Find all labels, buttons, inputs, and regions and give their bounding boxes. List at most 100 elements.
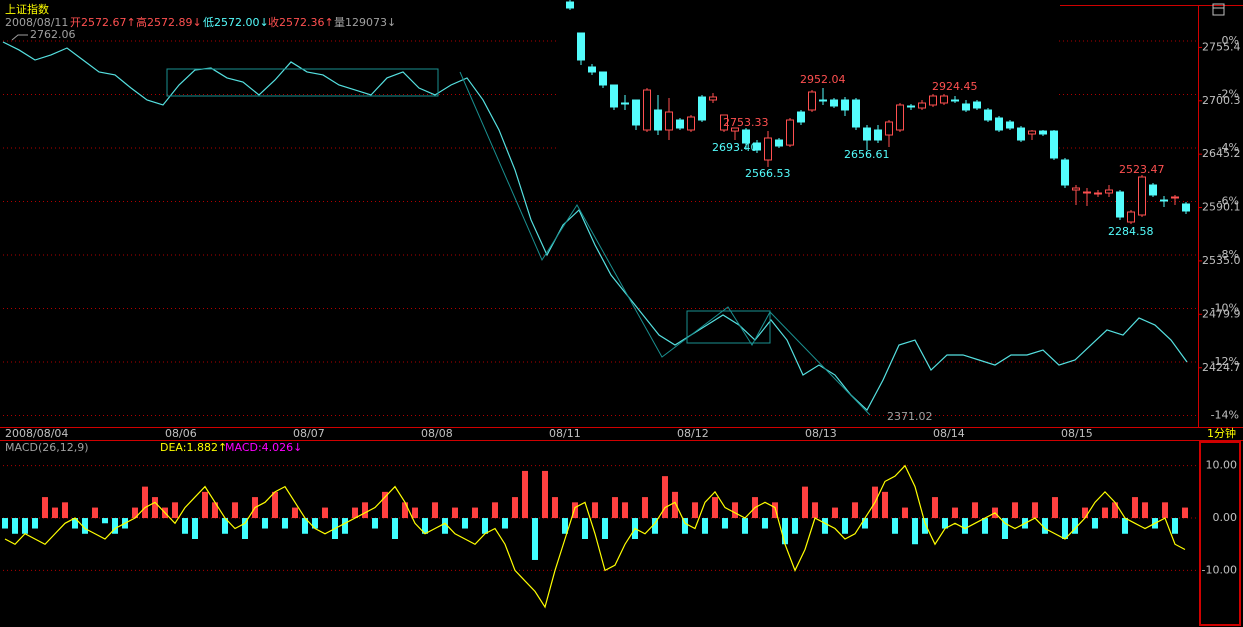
macd-bar (562, 518, 568, 534)
macd-bar (502, 518, 508, 529)
macd-bar (302, 518, 308, 534)
macd-bar (712, 497, 718, 519)
indicator-label: MACD(26,12,9) (5, 441, 89, 454)
macd-bar (792, 518, 798, 534)
frame (0, 3, 1243, 626)
macd-bar (682, 518, 688, 534)
macd-bar (1162, 502, 1168, 519)
candle-body (929, 95, 937, 106)
macd-bar (832, 507, 838, 519)
macd-bar (462, 518, 468, 529)
candle-body (951, 99, 959, 102)
candle-body (1160, 199, 1168, 202)
macd-bar (362, 502, 368, 519)
candle-body (896, 104, 904, 131)
macd-bar (262, 518, 268, 529)
macd-bar (582, 518, 588, 539)
macd-bar (652, 518, 658, 534)
macd-bar (82, 518, 88, 534)
x-tick-label: 08/07 (293, 427, 325, 440)
x-tick-label: 2008/08/04 (5, 427, 68, 440)
macd-bar (12, 518, 18, 534)
macd-bar (782, 518, 788, 545)
window-icon[interactable] (1212, 3, 1225, 16)
x-tick-label: 08/12 (677, 427, 709, 440)
candle-body (984, 109, 992, 121)
macd-bar (522, 470, 528, 519)
candle-body (1083, 191, 1091, 194)
macd-bar (382, 491, 388, 519)
macd-bar (212, 502, 218, 519)
macd-bar (732, 502, 738, 519)
macd-bar (952, 507, 958, 519)
legend-entry: DEA:1.882↑ (160, 441, 227, 454)
macd-bar (542, 470, 548, 519)
candle-body (797, 111, 805, 123)
candle-body (1116, 191, 1124, 218)
y-tick-label: -10.00 (1202, 563, 1237, 576)
macd-bar (142, 486, 148, 519)
macd-bar (412, 507, 418, 519)
macd-bar (472, 507, 478, 519)
macd-bar (882, 491, 888, 519)
x-unit-label: 1分钟 (1207, 426, 1236, 440)
macd-bar (1122, 518, 1128, 534)
candle-body (819, 99, 827, 102)
macd-bar (932, 497, 938, 519)
macd-bar (1182, 507, 1188, 519)
quote-info: 量129073↓ (334, 16, 396, 29)
leader (11, 34, 28, 41)
candle-body (874, 129, 882, 141)
macd-bar (592, 502, 598, 519)
candle-body (863, 127, 871, 141)
macd-bar (662, 476, 668, 519)
candle-body (995, 117, 1003, 131)
macd-bar (762, 518, 768, 529)
candle-body (764, 137, 772, 161)
legend-entry: MACD:4.026↓ (225, 441, 302, 454)
candle-body (742, 129, 750, 144)
candle-body (786, 119, 794, 146)
macd-bar (802, 486, 808, 519)
macd-bar (912, 518, 918, 545)
macd-bar (1142, 502, 1148, 519)
macd-bar (602, 518, 608, 539)
macd-bar (452, 507, 458, 519)
x-tick-label: 08/08 (421, 427, 453, 440)
macd-bar (1032, 502, 1038, 519)
macd-bar (1002, 518, 1008, 539)
macd-bar (532, 518, 538, 560)
candle-body (852, 99, 860, 128)
y2-tick-label: -10% (1211, 302, 1239, 315)
macd-bar (22, 518, 28, 534)
candle-body (1050, 130, 1058, 159)
quote-info: 高2572.89↓ (136, 15, 202, 29)
macd-bar (1132, 497, 1138, 519)
candle-body (775, 139, 783, 147)
macd-bar (812, 502, 818, 519)
macd-bar (322, 507, 328, 519)
macd-bar (92, 507, 98, 519)
y2-tick-label: -6% (1218, 195, 1239, 208)
y-tick-label: 2535.0 (1202, 254, 1241, 267)
candle-body (1127, 211, 1135, 223)
candle-body (1138, 176, 1146, 216)
macd-bar (1102, 507, 1108, 519)
y-tick-label: 2424.7 (1202, 361, 1241, 374)
x-tick-label: 08/11 (549, 427, 581, 440)
macd-bar (52, 507, 58, 519)
candle-body (1182, 203, 1190, 212)
macd-bar (242, 518, 248, 539)
macd-bar (622, 502, 628, 519)
macd-bar (822, 518, 828, 534)
macd-bar (402, 502, 408, 519)
y2-tick-label: -2% (1218, 88, 1239, 101)
candle-body (841, 99, 849, 111)
quote-info: 2008/08/11 (5, 16, 68, 29)
macd-bar (702, 518, 708, 534)
macd-bar (432, 502, 438, 519)
candle-annotation: 2566.53 (745, 167, 791, 180)
y-tick-label: 2755.4 (1202, 40, 1241, 53)
candle-body (665, 111, 673, 131)
candle-body (1094, 192, 1102, 195)
